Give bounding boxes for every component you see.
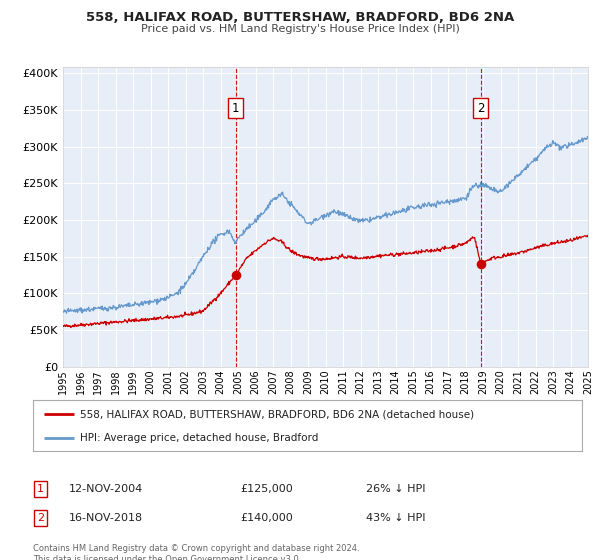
Point [476, 259, 485, 268]
Point [231, 270, 241, 279]
Text: 1: 1 [37, 484, 44, 494]
Text: 26% ↓ HPI: 26% ↓ HPI [366, 484, 425, 494]
Text: 2: 2 [477, 102, 484, 115]
Text: HPI: Average price, detached house, Bradford: HPI: Average price, detached house, Brad… [80, 433, 318, 444]
Text: 2: 2 [37, 513, 44, 523]
Text: 12-NOV-2004: 12-NOV-2004 [69, 484, 143, 494]
Text: Contains HM Land Registry data © Crown copyright and database right 2024.
This d: Contains HM Land Registry data © Crown c… [33, 544, 359, 560]
Text: Price paid vs. HM Land Registry's House Price Index (HPI): Price paid vs. HM Land Registry's House … [140, 24, 460, 34]
Text: 558, HALIFAX ROAD, BUTTERSHAW, BRADFORD, BD6 2NA (detached house): 558, HALIFAX ROAD, BUTTERSHAW, BRADFORD,… [80, 409, 474, 419]
Text: £140,000: £140,000 [240, 513, 293, 523]
Text: 1: 1 [232, 102, 239, 115]
Text: 558, HALIFAX ROAD, BUTTERSHAW, BRADFORD, BD6 2NA: 558, HALIFAX ROAD, BUTTERSHAW, BRADFORD,… [86, 11, 514, 24]
Text: £125,000: £125,000 [240, 484, 293, 494]
Text: 43% ↓ HPI: 43% ↓ HPI [366, 513, 425, 523]
Text: 16-NOV-2018: 16-NOV-2018 [69, 513, 143, 523]
